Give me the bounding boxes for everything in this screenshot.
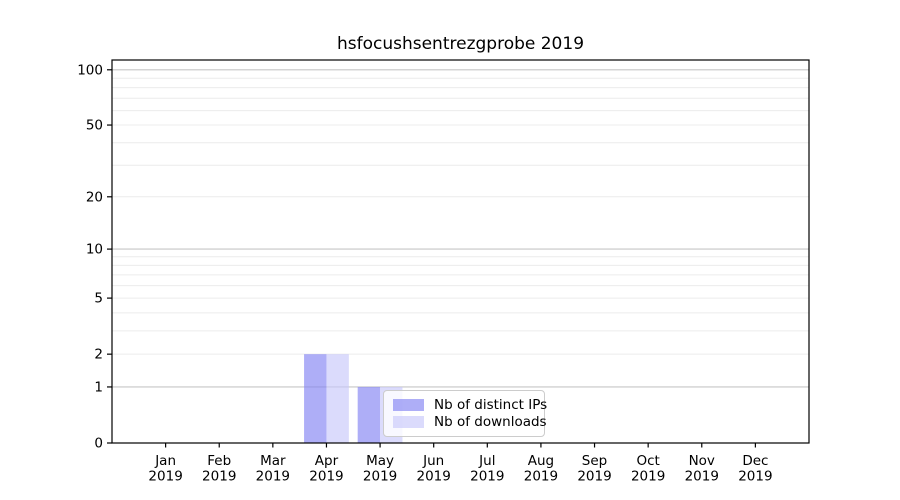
y-tick-label: 20 — [86, 189, 103, 205]
bar-apr-series0 — [304, 354, 327, 443]
y-tick-label: 1 — [94, 379, 103, 395]
x-tick-label: Jun 2019 — [417, 453, 451, 485]
x-tick-label: Aug 2019 — [524, 453, 558, 485]
x-tick-label: Jan 2019 — [148, 453, 182, 485]
x-tick-label: Sep 2019 — [577, 453, 611, 485]
legend: Nb of distinct IPs Nb of downloads — [383, 390, 547, 437]
chart-title: hsfocushsentrezgprobe 2019 — [336, 34, 585, 54]
legend-swatch-distinct-ips — [393, 398, 424, 411]
x-tick-label: Nov 2019 — [685, 453, 719, 485]
bar-may-series0 — [357, 386, 381, 443]
x-tick-label: Dec 2019 — [738, 453, 772, 485]
bar-apr-series1 — [326, 354, 349, 443]
y-tick-label: 2 — [94, 347, 103, 363]
x-tick-label: Mar 2019 — [256, 453, 290, 485]
y-tick-label: 100 — [77, 62, 103, 78]
x-tick-label: Feb 2019 — [202, 453, 236, 485]
x-tick-label: Oct 2019 — [631, 453, 665, 485]
x-tick-label: May 2019 — [363, 453, 397, 485]
y-tick-label: 50 — [86, 118, 103, 134]
legend-label-downloads: Nb of downloads — [434, 414, 547, 431]
x-tick-label: Jul 2019 — [470, 453, 504, 485]
y-tick-label: 0 — [94, 436, 103, 452]
legend-item-downloads: Nb of downloads — [393, 414, 547, 431]
legend-item-distinct-ips: Nb of distinct IPs — [393, 396, 547, 413]
y-tick-label: 10 — [86, 242, 103, 258]
legend-label-distinct-ips: Nb of distinct IPs — [434, 396, 548, 413]
plot-border — [111, 59, 810, 444]
x-tick-label: Apr 2019 — [309, 453, 343, 485]
legend-swatch-downloads — [393, 416, 424, 429]
y-tick-label: 5 — [94, 291, 103, 307]
